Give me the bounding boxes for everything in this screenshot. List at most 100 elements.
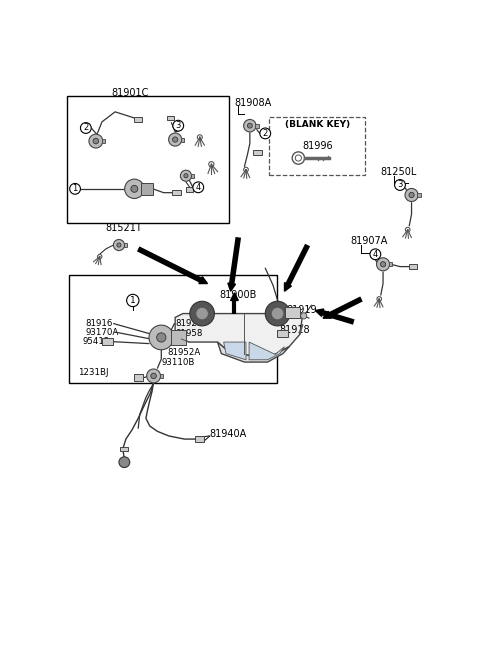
Bar bbox=[389, 262, 392, 266]
Bar bbox=[67, 96, 229, 224]
Circle shape bbox=[156, 333, 166, 342]
Circle shape bbox=[190, 301, 215, 326]
Circle shape bbox=[184, 174, 188, 178]
Text: 3: 3 bbox=[397, 180, 403, 190]
Bar bbox=[253, 150, 262, 155]
Circle shape bbox=[180, 170, 192, 181]
Text: 81916: 81916 bbox=[86, 319, 113, 328]
Polygon shape bbox=[230, 293, 238, 300]
Bar bbox=[160, 374, 163, 378]
Circle shape bbox=[409, 192, 414, 197]
Bar bbox=[191, 174, 194, 178]
Polygon shape bbox=[249, 342, 285, 359]
Polygon shape bbox=[224, 342, 246, 359]
Bar bbox=[170, 330, 186, 345]
Circle shape bbox=[125, 179, 144, 199]
Circle shape bbox=[117, 243, 121, 247]
Text: 95412: 95412 bbox=[83, 337, 110, 346]
Bar bbox=[172, 190, 181, 195]
Text: 1: 1 bbox=[130, 296, 136, 305]
Text: 1231BJ: 1231BJ bbox=[78, 367, 108, 377]
Circle shape bbox=[173, 120, 184, 131]
Circle shape bbox=[196, 308, 208, 319]
Bar bbox=[134, 117, 142, 122]
Text: 81928: 81928 bbox=[175, 319, 203, 328]
Polygon shape bbox=[228, 283, 236, 291]
Bar bbox=[133, 375, 143, 380]
Text: 81996: 81996 bbox=[302, 141, 333, 151]
Bar bbox=[120, 447, 128, 451]
Circle shape bbox=[292, 152, 304, 164]
Circle shape bbox=[381, 262, 385, 267]
Circle shape bbox=[247, 123, 252, 128]
Text: 81900B: 81900B bbox=[219, 290, 256, 300]
Circle shape bbox=[370, 249, 381, 260]
Circle shape bbox=[113, 239, 124, 251]
Circle shape bbox=[93, 138, 98, 144]
Circle shape bbox=[260, 128, 271, 139]
Circle shape bbox=[147, 369, 160, 383]
Text: 2: 2 bbox=[263, 129, 268, 138]
Bar bbox=[124, 243, 127, 247]
Polygon shape bbox=[199, 277, 207, 283]
Text: 81521T: 81521T bbox=[106, 223, 143, 233]
Circle shape bbox=[70, 184, 81, 194]
Text: (BLANK KEY): (BLANK KEY) bbox=[285, 121, 350, 129]
Polygon shape bbox=[217, 342, 289, 362]
Text: 93110B: 93110B bbox=[161, 358, 195, 367]
Text: 81958: 81958 bbox=[175, 329, 203, 338]
Text: 81940A: 81940A bbox=[210, 428, 247, 439]
Circle shape bbox=[295, 155, 301, 161]
Text: 2: 2 bbox=[83, 123, 88, 133]
Text: 81952A: 81952A bbox=[168, 348, 201, 358]
Polygon shape bbox=[285, 283, 291, 291]
Circle shape bbox=[395, 180, 406, 190]
Bar bbox=[269, 117, 365, 175]
Text: 1: 1 bbox=[72, 184, 78, 194]
Circle shape bbox=[300, 313, 307, 319]
Text: 3: 3 bbox=[176, 121, 181, 130]
Bar bbox=[409, 264, 417, 269]
Circle shape bbox=[119, 457, 130, 468]
Circle shape bbox=[168, 133, 182, 146]
Circle shape bbox=[244, 119, 256, 132]
Bar bbox=[173, 335, 177, 340]
Bar bbox=[195, 436, 204, 441]
Text: 4: 4 bbox=[373, 250, 378, 258]
Bar bbox=[69, 275, 277, 383]
Bar bbox=[144, 187, 147, 191]
Circle shape bbox=[131, 186, 138, 192]
Circle shape bbox=[193, 182, 204, 193]
Circle shape bbox=[271, 308, 284, 319]
Text: 81901C: 81901C bbox=[112, 88, 149, 98]
Circle shape bbox=[376, 258, 390, 271]
Circle shape bbox=[151, 373, 156, 379]
Bar bbox=[186, 188, 193, 192]
Circle shape bbox=[405, 188, 418, 201]
Text: 81918: 81918 bbox=[279, 325, 310, 335]
Bar bbox=[181, 138, 184, 142]
Circle shape bbox=[149, 325, 174, 350]
Text: 81250L: 81250L bbox=[381, 167, 417, 177]
Circle shape bbox=[172, 137, 178, 142]
Bar bbox=[277, 330, 288, 337]
Text: 93170A: 93170A bbox=[86, 327, 119, 337]
Bar bbox=[102, 338, 113, 345]
Bar bbox=[285, 308, 300, 318]
Bar bbox=[255, 123, 259, 128]
Text: 81907A: 81907A bbox=[350, 236, 387, 246]
Polygon shape bbox=[175, 314, 302, 356]
Polygon shape bbox=[315, 309, 324, 316]
Polygon shape bbox=[323, 312, 332, 318]
Text: 81919: 81919 bbox=[287, 306, 317, 316]
Text: 4: 4 bbox=[196, 183, 201, 192]
Bar bbox=[167, 115, 174, 120]
Circle shape bbox=[265, 301, 290, 326]
Circle shape bbox=[127, 295, 139, 306]
Bar bbox=[102, 139, 106, 143]
Bar bbox=[417, 193, 420, 197]
Text: 81908A: 81908A bbox=[234, 98, 272, 108]
Bar bbox=[141, 182, 153, 195]
Circle shape bbox=[81, 123, 91, 133]
Circle shape bbox=[89, 134, 103, 148]
